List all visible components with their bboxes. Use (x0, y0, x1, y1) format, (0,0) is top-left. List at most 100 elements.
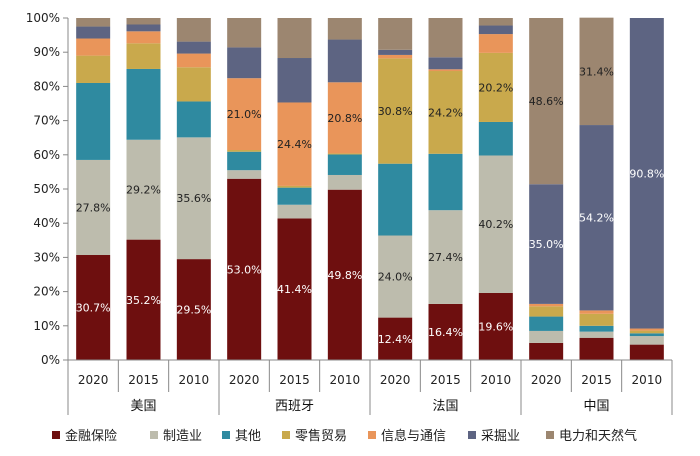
data-label: 20.2% (478, 81, 513, 94)
data-labels: 30.7% 35.2% 29.5% 27.8% 29.2% 35.6% 53.0% 41.4%… (76, 65, 665, 345)
x-tick-label: 2015 (279, 373, 310, 387)
legend-label: 零售贸易 (295, 428, 347, 444)
bar-segment (579, 310, 614, 314)
bar-segment (629, 330, 664, 334)
bar-segment (76, 38, 111, 56)
bar-segment (76, 82, 111, 160)
bar-segment (378, 54, 413, 59)
bar-segment (327, 39, 362, 83)
bar-segment (579, 331, 614, 338)
x-tick-label: 2010 (632, 373, 663, 387)
group-label: 法国 (432, 399, 458, 414)
bar-segment (428, 153, 463, 211)
data-label: 27.8% (76, 201, 111, 214)
bar-segment (529, 306, 564, 317)
data-label: 24.0% (378, 271, 413, 284)
bar-segment (76, 255, 111, 360)
data-label: 29.2% (126, 184, 161, 197)
legend-swatch (150, 431, 158, 439)
bar-segment (176, 101, 211, 138)
bar-segment (227, 47, 262, 79)
bar-segment (529, 342, 564, 360)
x-tick-label: 2020 (531, 373, 562, 387)
bar-segment (579, 337, 614, 360)
data-label: 31.4% (579, 65, 614, 78)
bar-segment (579, 313, 614, 326)
bar-segment (428, 71, 463, 154)
data-label: 35.6% (176, 192, 211, 205)
bar-segment (227, 151, 262, 171)
bar-segment (277, 204, 312, 219)
bar-segment (176, 259, 211, 360)
bar-segment (327, 174, 362, 190)
bar-segment (76, 55, 111, 83)
y-tick-label: 70% (33, 114, 60, 128)
bar-segment (176, 41, 211, 54)
bar-segment (579, 325, 614, 332)
group-label: 中国 (583, 399, 609, 414)
bar-segment (277, 218, 312, 360)
x-axis: 2020 2015 2010 美国 2020 2015 2010 西班牙 2020 2015 201… (67, 359, 673, 415)
bar-segment (629, 333, 664, 337)
legend-swatch (282, 431, 290, 439)
bar-segment (428, 18, 463, 58)
data-label: 20.8% (327, 112, 362, 125)
data-label: 53.0% (227, 263, 262, 276)
bar-segment (478, 52, 513, 122)
y-tick-label: 0% (41, 353, 60, 367)
data-label: 19.6% (478, 320, 513, 333)
bar-segment (579, 17, 614, 126)
bar-segment (629, 328, 664, 331)
bar-segment (277, 18, 312, 59)
legend-swatch (468, 431, 476, 439)
x-tick-label: 2010 (179, 373, 210, 387)
x-tick-label: 2010 (330, 373, 361, 387)
bar-segment (529, 303, 564, 307)
y-tick-label: 20% (33, 285, 60, 299)
x-tick-label: 2015 (581, 373, 612, 387)
legend-label: 金融保险 (65, 428, 117, 444)
y-tick-label: 40% (33, 216, 60, 230)
bar-segment (76, 159, 111, 256)
y-tick-label: 90% (33, 45, 60, 59)
legend-label: 采掘业 (481, 429, 520, 444)
bar-segment (227, 78, 262, 151)
y-tick-label: 100% (26, 11, 60, 25)
data-label: 30.7% (76, 302, 111, 315)
bar-segment (126, 24, 161, 32)
bar-segment (428, 69, 463, 72)
bar-segment (126, 239, 161, 360)
data-label: 24.4% (277, 138, 312, 151)
data-label: 35.0% (529, 238, 564, 251)
bar-segment (378, 49, 413, 55)
legend-swatch (52, 431, 60, 439)
legend-label: 制造业 (163, 429, 202, 444)
x-tick-label: 2020 (78, 373, 109, 387)
bar-segment (378, 235, 413, 318)
x-tick-label: 2020 (229, 373, 260, 387)
data-label: 30.8% (378, 105, 413, 118)
bar-segment (277, 187, 312, 205)
data-label: 29.5% (176, 304, 211, 317)
bar-segment (478, 25, 513, 35)
bar-segment (327, 189, 362, 360)
bar-segment (327, 82, 362, 154)
bar-segment (76, 18, 111, 27)
bar-segment (378, 18, 413, 50)
bar-segment (478, 292, 513, 360)
y-tick-label: 50% (33, 182, 60, 196)
data-label: 27.4% (428, 251, 463, 264)
legend-label: 电力和天然气 (559, 428, 637, 444)
bar-segment (126, 68, 161, 140)
legend-swatch (546, 431, 554, 439)
y-axis: 0% 10% 20% 30% 40% 50% 60% 70% 80% 90% 100% (26, 11, 69, 367)
y-tick-label: 80% (33, 79, 60, 93)
bars (76, 17, 664, 360)
bar-segment (327, 153, 362, 155)
bar-segment (478, 121, 513, 156)
bar-segment (428, 303, 463, 360)
bar-segment (176, 67, 211, 102)
legend-swatch (368, 431, 376, 439)
bar-segment (176, 137, 211, 260)
